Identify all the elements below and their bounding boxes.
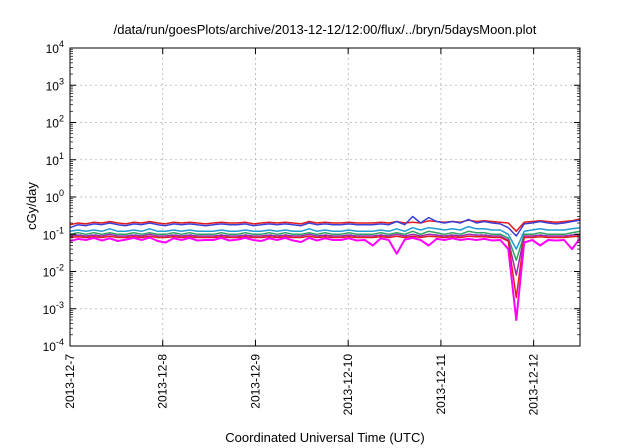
y-tick-label: 102 — [46, 114, 64, 131]
x-tick-label: 2013-12-12 — [527, 354, 541, 416]
series-layer — [69, 215, 581, 321]
y-tick-label: 103 — [46, 76, 64, 93]
series-line-2 — [69, 215, 581, 237]
x-tick-label: 2013-12-11 — [434, 354, 448, 415]
x-tick-label: 2013-12-8 — [156, 354, 170, 409]
x-tick-label: 2013-12-10 — [341, 354, 355, 416]
y-tick-label: 101 — [46, 151, 64, 168]
x-tick-label: 2013-12-9 — [248, 354, 262, 409]
y-tick-label: 10-2 — [43, 263, 64, 280]
series-line-5 — [69, 233, 581, 276]
x-axis-label: Coordinated Universal Time (UTC) — [225, 430, 425, 445]
grid-layer — [70, 48, 580, 346]
y-tick-label: 100 — [46, 188, 64, 205]
y-tick-label: 104 — [46, 39, 64, 56]
y-tick-label: 10-1 — [43, 225, 64, 242]
y-tick-label: 10-4 — [43, 337, 64, 354]
x-tick-label: 2013-12-7 — [63, 354, 77, 409]
series-line-6 — [69, 235, 581, 299]
chart-title: /data/run/goesPlots/archive/2013-12-12/1… — [113, 22, 537, 37]
series-line-3 — [69, 225, 581, 250]
tick-layer: 10-4 10-3 10-2 10-1 100 101 102 103 104 2013-12-7… — [43, 39, 580, 415]
series-line-7 — [69, 236, 581, 321]
series-line-1 — [69, 218, 581, 233]
y-tick-label: 10-3 — [43, 300, 64, 317]
series-line-4 — [69, 230, 581, 262]
